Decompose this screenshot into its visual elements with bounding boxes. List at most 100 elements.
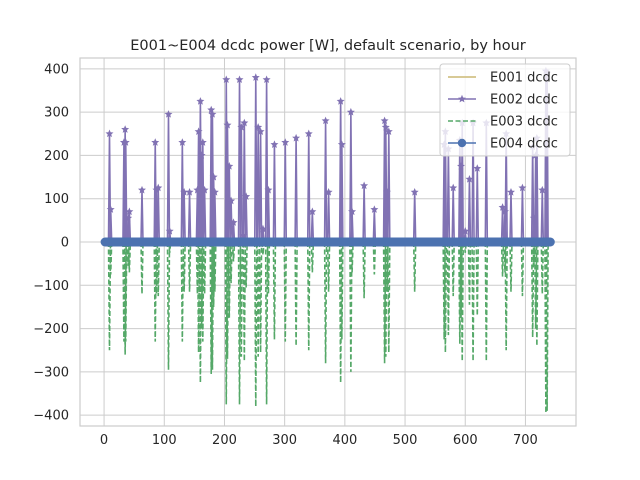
e003-spike [156, 241, 161, 297]
chart-title: E001~E004 dcdc power [W], default scenar… [130, 38, 526, 54]
e003-spike [108, 241, 113, 275]
y-tick-label: −200 [33, 322, 69, 337]
e002-star-marker [242, 192, 251, 200]
e002-star-marker [324, 188, 333, 196]
e002-star-marker [346, 107, 355, 116]
e002-star-marker [240, 118, 249, 127]
e003-spike [520, 241, 525, 297]
legend-box [439, 63, 571, 157]
e002-star-marker [180, 188, 189, 196]
e003-spike [231, 241, 236, 262]
e003-spike [107, 241, 112, 351]
x-tick-label: 500 [393, 433, 418, 448]
e002-star-marker [207, 105, 216, 114]
e002-star-marker [165, 226, 174, 235]
x-tick-label: 600 [453, 433, 478, 448]
e002-star-marker [336, 97, 345, 105]
tick-labels: 0 100 200 300 400 500 600 700 −400 −300 −200 −100 0 1… [33, 62, 538, 448]
e002-star-marker [125, 207, 134, 216]
e002-star-marker [321, 116, 330, 125]
e002-star-marker [251, 73, 260, 81]
e003-spike [196, 241, 201, 353]
e002-star-marker [200, 185, 209, 194]
e002-star-marker [380, 116, 389, 125]
y-tick-label: 100 [44, 192, 69, 207]
e003-spike [323, 241, 328, 364]
e002-star-marker [198, 138, 207, 146]
e002-star-marker [229, 218, 238, 226]
y-tick-label: −100 [33, 279, 69, 294]
e003-spike [540, 241, 545, 294]
x-tick-label: 0 [100, 433, 108, 448]
e002-star-marker [237, 123, 246, 131]
y-tick-label: −400 [33, 409, 69, 424]
e002-star-marker [225, 162, 234, 170]
e003-spike [471, 241, 475, 362]
e003-spike [256, 241, 260, 357]
e002-star-marker [538, 185, 547, 194]
e002-star-marker [304, 129, 313, 138]
e002-star-marker [196, 97, 205, 105]
e003-spike [227, 241, 232, 318]
e003-spike [166, 241, 171, 370]
e003-spike [213, 241, 217, 292]
e003-spike [460, 241, 465, 362]
e002-star-marker [348, 207, 357, 216]
e003-spike [451, 241, 456, 297]
e003-spike [362, 241, 366, 299]
e003-spike [180, 241, 185, 342]
e002-star-marker [270, 140, 279, 148]
e002-star-marker [235, 75, 244, 84]
e003-spike [225, 241, 230, 359]
e003-spike [202, 241, 207, 294]
e003-spike [530, 241, 535, 338]
e002-star-marker [465, 175, 474, 183]
x-tick-label: 400 [332, 433, 357, 448]
e003-spike [253, 241, 258, 407]
e003-spike [258, 241, 263, 353]
e003-spike [229, 241, 233, 284]
e003-spike [509, 241, 513, 292]
e002-star-marker [105, 129, 114, 138]
e003-spike [467, 241, 472, 305]
legend-label: E002 dcdc [490, 93, 558, 108]
e002-star-marker [210, 188, 219, 196]
e003-spike [475, 241, 480, 316]
legend-star-marker [458, 94, 466, 103]
e002-star-marker [178, 138, 187, 146]
e003-spike [412, 241, 417, 292]
x-tick-label: 200 [212, 433, 237, 448]
e003-spike [545, 241, 549, 411]
e002-star-marker [449, 183, 458, 192]
y-tick-label: 0 [61, 236, 69, 251]
e003-spike [326, 241, 331, 292]
e002-star-marker [121, 125, 130, 133]
e003-spike [244, 241, 248, 288]
e002-star-marker [308, 207, 317, 216]
e002-star-marker [209, 172, 218, 181]
e003-spike [382, 241, 387, 364]
e002-star-marker [360, 181, 369, 190]
e004-markers [100, 237, 555, 247]
e003-spike [264, 241, 269, 405]
e002-star-marker [292, 133, 301, 142]
e003-spike [209, 241, 214, 375]
e003-spike [500, 241, 505, 277]
e003-spike [504, 241, 508, 351]
legend-label: E003 dcdc [490, 115, 558, 130]
e002-star-marker [381, 123, 390, 131]
y-tick-label: −300 [33, 365, 69, 380]
e003-spike [272, 241, 277, 340]
e003-spike [350, 241, 354, 273]
e002-star-marker [264, 185, 273, 194]
legend-circle-marker [457, 138, 467, 148]
y-tick-label: 400 [44, 62, 69, 77]
legend-label: E001 dcdc [490, 71, 558, 86]
legend-label: E004 dcdc [490, 137, 558, 152]
e003-spike [199, 241, 204, 329]
e002-star-marker [473, 164, 482, 172]
e002-star-marker [208, 110, 217, 118]
e003-spike [310, 241, 315, 273]
x-tick-label: 100 [152, 433, 177, 448]
e002-star-marker [518, 183, 527, 192]
